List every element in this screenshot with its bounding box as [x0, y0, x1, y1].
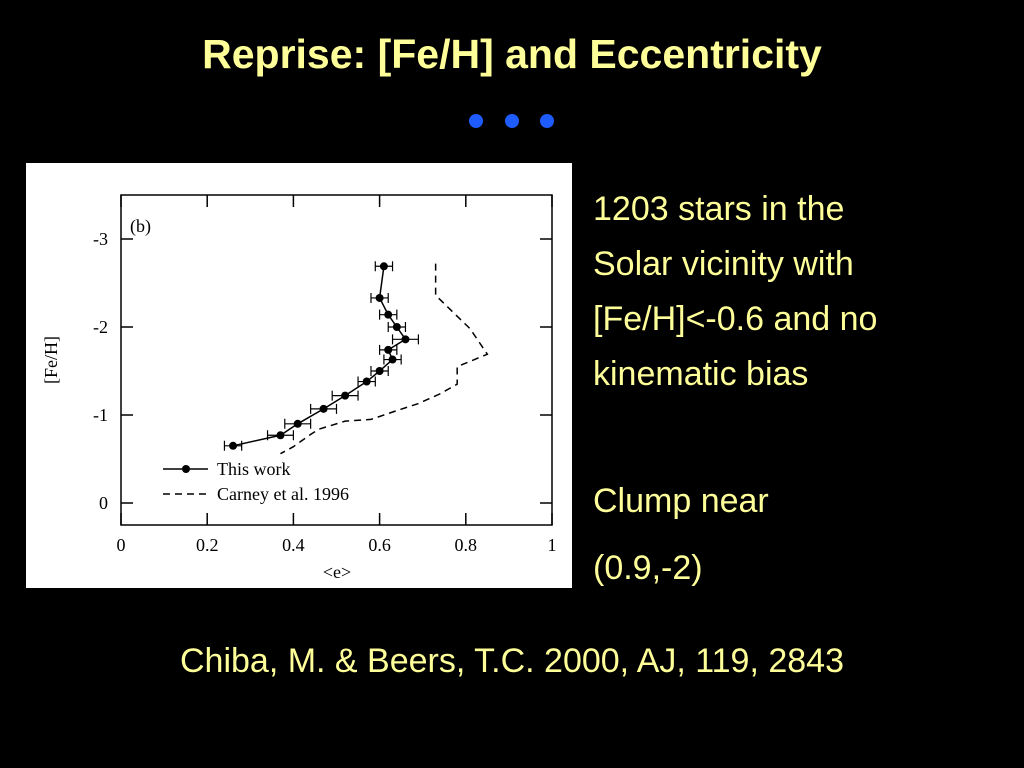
note-line: Clump near	[593, 482, 769, 520]
citation: Chiba, M. & Beers, T.C. 2000, AJ, 119, 2…	[180, 642, 844, 680]
x-tick-label: 0.2	[196, 535, 219, 555]
point	[384, 345, 393, 354]
plot-frame	[120, 194, 553, 526]
point	[375, 367, 384, 375]
x-tick-label: 0.4	[282, 535, 305, 555]
series-line	[280, 263, 489, 455]
x-tick-label: 1	[548, 535, 557, 555]
note-line: (0.9,-2)	[593, 549, 703, 587]
y-tick-label: -1	[93, 405, 108, 425]
y-tick-label: -2	[93, 317, 108, 337]
x-axis-label: <e>	[323, 562, 351, 582]
point	[362, 377, 371, 386]
point	[392, 323, 401, 331]
x-tick-label: 0.8	[455, 535, 478, 555]
note-line: 1203 stars in the	[593, 190, 844, 228]
y-axis-label: [Fe/H]	[41, 336, 61, 384]
x-tick-label: 0	[117, 535, 126, 555]
point	[379, 262, 388, 271]
legend-label: This work	[217, 459, 291, 479]
y-tick-label: 0	[99, 493, 108, 513]
x-tick-label: 0.6	[368, 535, 391, 555]
note-line: Solar vicinity with	[593, 245, 854, 283]
y-tick-label: -3	[93, 229, 108, 249]
figure-background	[26, 163, 572, 588]
note-line: kinematic bias	[593, 355, 808, 393]
point	[388, 355, 397, 364]
note-line: [Fe/H]<-0.6 and no	[593, 300, 877, 338]
point	[293, 419, 302, 428]
panel-label: (b)	[130, 216, 151, 237]
point	[401, 335, 410, 344]
decoration-dot	[469, 114, 483, 128]
slide-title: Reprise: [Fe/H] and Eccentricity	[202, 31, 822, 77]
point	[375, 293, 384, 302]
point	[384, 310, 393, 319]
decoration-dot	[540, 114, 554, 128]
point	[341, 391, 350, 400]
point	[276, 431, 285, 440]
decoration-dot	[505, 114, 519, 128]
legend-marker	[182, 465, 190, 473]
point	[229, 441, 238, 450]
point	[319, 404, 328, 413]
legend-label: Carney et al. 1996	[217, 484, 349, 504]
